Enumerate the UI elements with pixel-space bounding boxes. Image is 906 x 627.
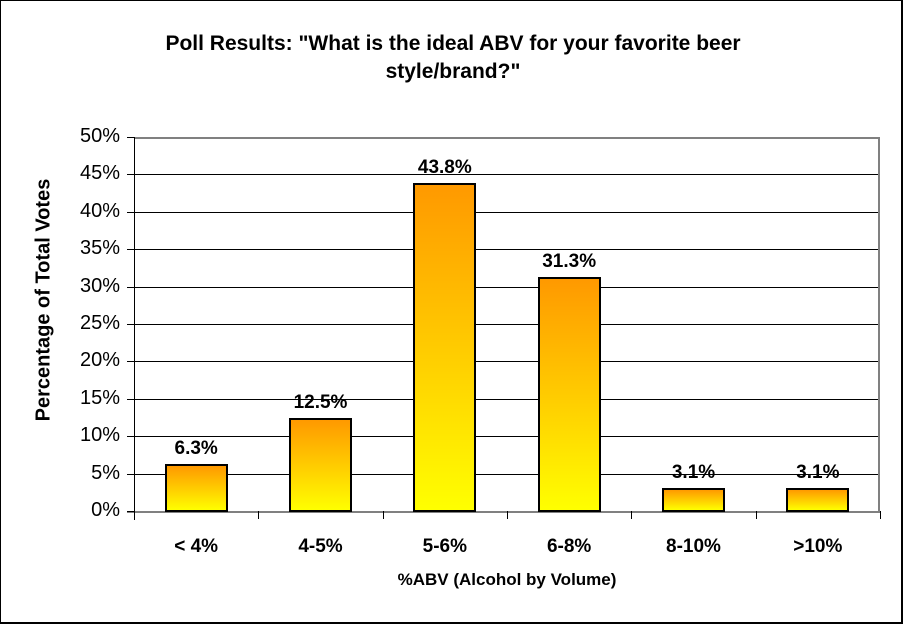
bar-value-label: 12.5% bbox=[293, 391, 348, 413]
category-label: 5-6% bbox=[422, 536, 467, 557]
y-tick-label: 10% bbox=[79, 424, 120, 447]
category-label: 4-5% bbox=[298, 536, 343, 557]
gridline bbox=[134, 436, 878, 438]
y-tick-label: 0% bbox=[91, 499, 120, 521]
category-label: 6-8% bbox=[546, 536, 592, 557]
y-tick-label: 40% bbox=[79, 199, 120, 222]
y-tick bbox=[127, 249, 134, 251]
y-tick-label: 50% bbox=[79, 125, 120, 147]
x-tick bbox=[880, 511, 881, 519]
y-tick bbox=[127, 174, 134, 176]
plot-area bbox=[134, 137, 880, 511]
x-tick bbox=[755, 511, 757, 519]
y-tick-label: 30% bbox=[79, 274, 120, 297]
y-tick bbox=[127, 286, 134, 288]
bar bbox=[662, 487, 725, 512]
category-label: 8-10% bbox=[666, 536, 721, 557]
x-tick bbox=[631, 511, 633, 519]
bar-value-label: 3.1% bbox=[671, 461, 716, 483]
y-tick bbox=[127, 211, 134, 213]
y-tick-label: 45% bbox=[79, 162, 120, 185]
gridline bbox=[134, 211, 878, 213]
x-axis-title: %ABV (Alcohol by Volume) bbox=[397, 570, 617, 589]
bar bbox=[164, 463, 228, 512]
chart-title-line-1: Poll Results: "What is the ideal ABV for… bbox=[165, 32, 741, 55]
category-label: >10% bbox=[793, 536, 843, 557]
bar-value-label: 43.8% bbox=[417, 157, 472, 179]
gridline bbox=[134, 174, 878, 176]
bar-value-label: 6.3% bbox=[174, 437, 218, 459]
x-tick bbox=[382, 511, 384, 519]
x-tick bbox=[134, 511, 135, 519]
gridline bbox=[134, 286, 878, 288]
bar bbox=[413, 183, 477, 512]
y-tick-label: 35% bbox=[79, 237, 120, 260]
gridline bbox=[134, 249, 878, 251]
y-axis-title: Percentage of Total Votes bbox=[32, 178, 55, 422]
x-axis bbox=[127, 511, 880, 513]
x-tick bbox=[507, 511, 508, 519]
x-tick bbox=[258, 511, 260, 519]
y-tick bbox=[127, 324, 134, 325]
y-tick-label: 15% bbox=[79, 386, 120, 409]
y-tick-label: 20% bbox=[79, 349, 120, 372]
chart-title: Poll Results: "What is the ideal ABV for… bbox=[100, 30, 806, 86]
y-tick bbox=[127, 398, 134, 400]
bar bbox=[786, 487, 850, 512]
chart-title-line-2: style/brand?" bbox=[385, 60, 521, 83]
y-tick bbox=[127, 361, 134, 363]
bar-value-label: 31.3% bbox=[542, 250, 597, 272]
gridline bbox=[134, 324, 878, 325]
y-tick bbox=[127, 511, 134, 512]
y-tick bbox=[127, 436, 134, 438]
y-tick-label: 25% bbox=[79, 312, 120, 334]
gridline bbox=[134, 473, 878, 475]
category-label: < 4% bbox=[174, 536, 219, 557]
y-axis bbox=[134, 137, 135, 520]
gridline bbox=[134, 398, 878, 400]
y-tick bbox=[127, 473, 134, 475]
y-tick bbox=[127, 137, 134, 138]
gridline bbox=[134, 361, 878, 363]
bar-value-label: 3.1% bbox=[796, 461, 840, 483]
bar bbox=[537, 276, 601, 512]
y-tick-label: 5% bbox=[91, 461, 120, 484]
bar bbox=[289, 417, 352, 512]
